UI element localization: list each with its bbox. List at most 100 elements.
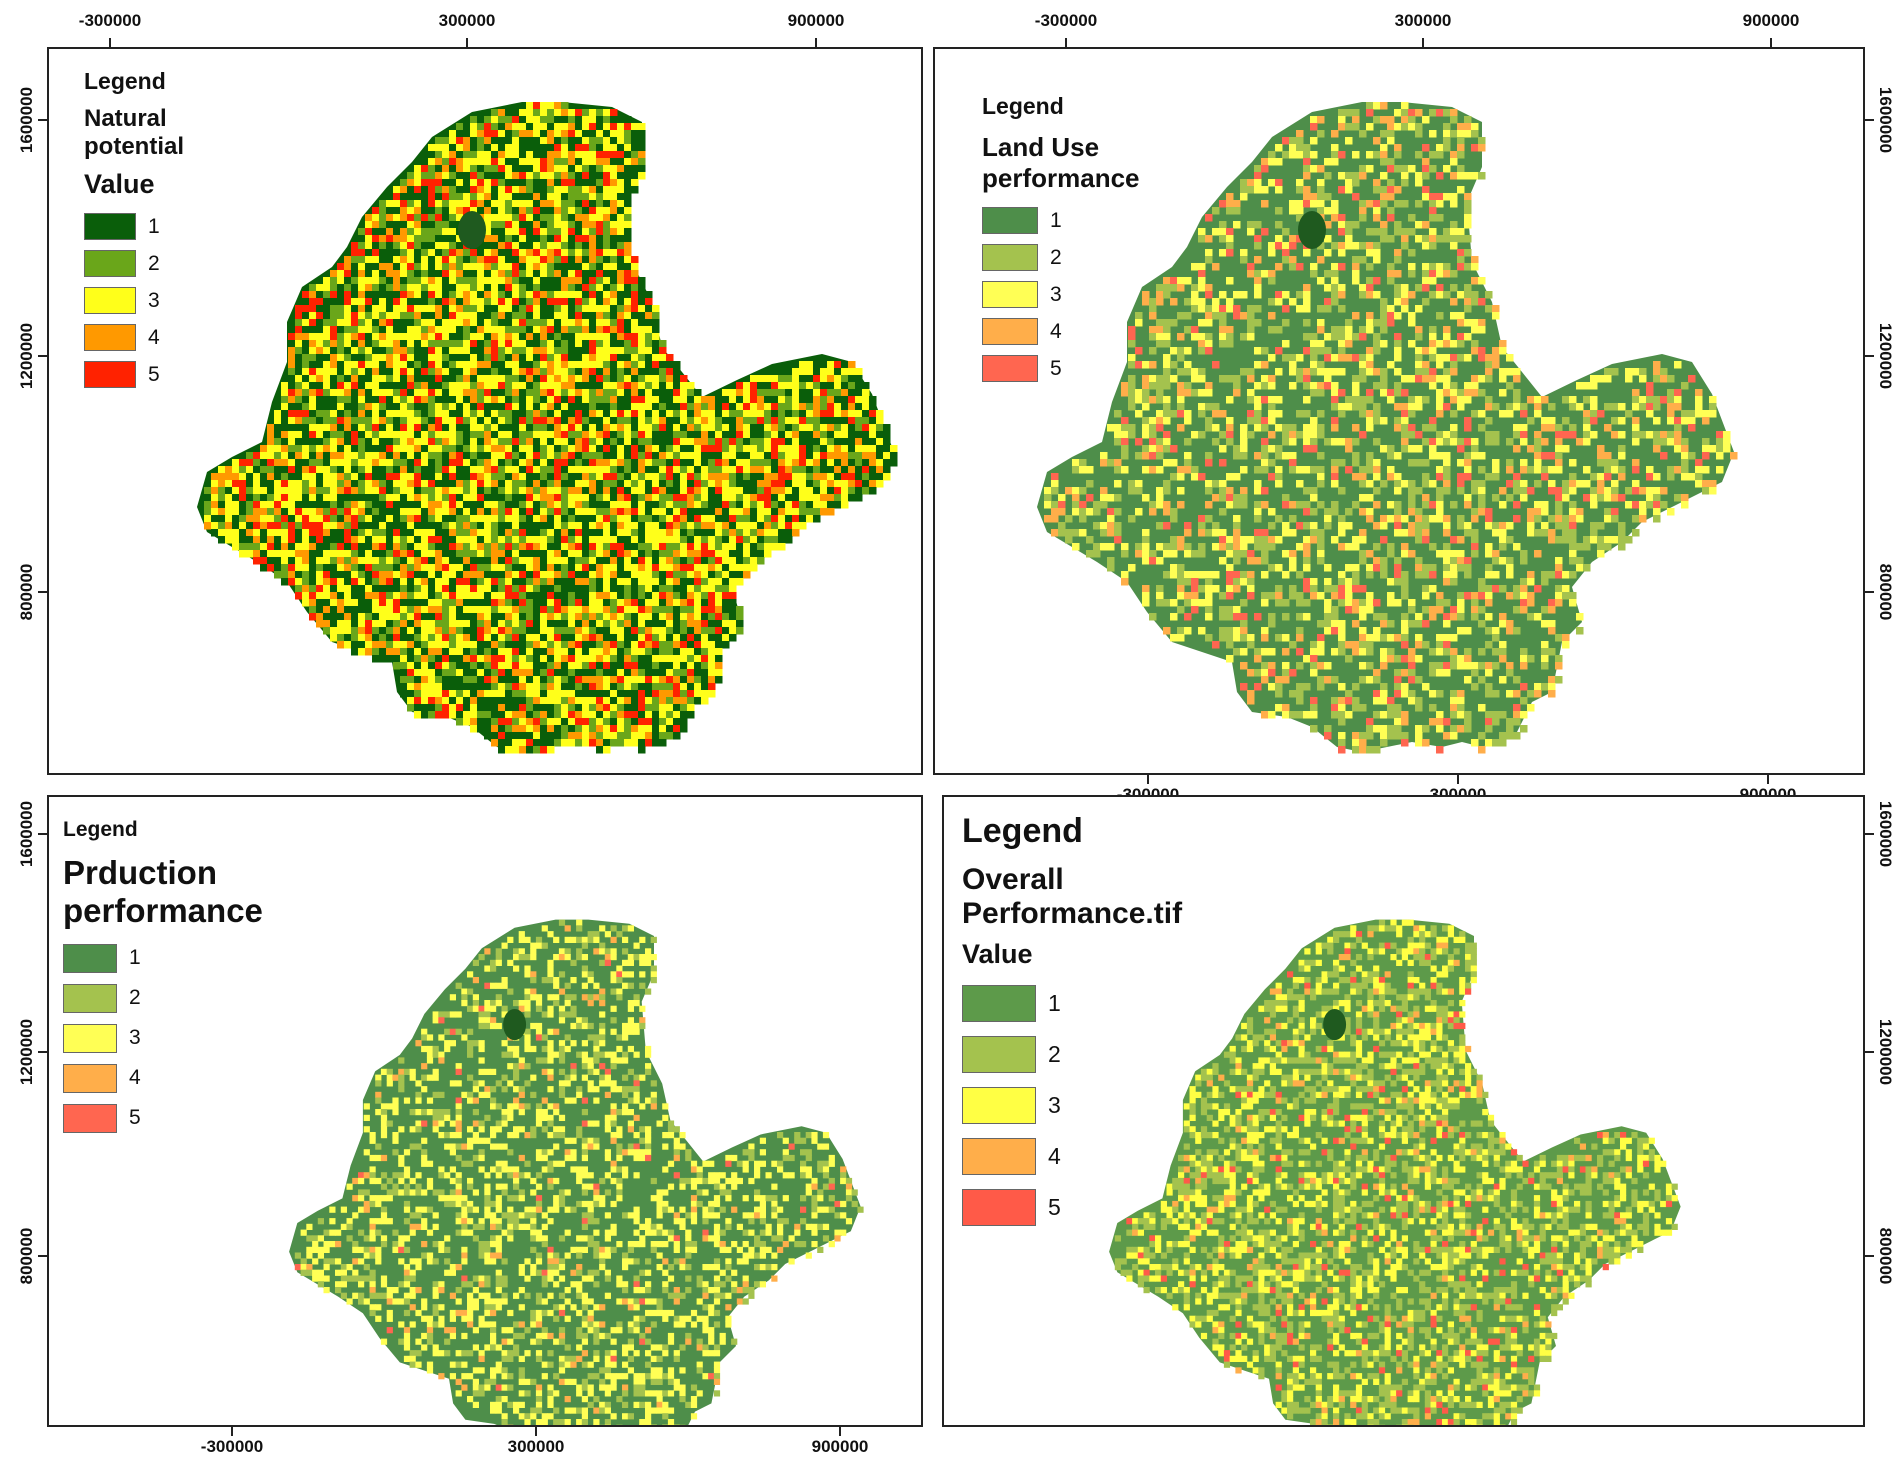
raster-cell bbox=[533, 193, 541, 201]
raster-cell bbox=[365, 438, 373, 446]
raster-cell bbox=[491, 305, 499, 313]
raster-cell bbox=[449, 151, 457, 159]
raster-cell bbox=[330, 536, 338, 544]
raster-cell bbox=[617, 151, 625, 159]
raster-cell bbox=[449, 144, 457, 152]
raster-cell bbox=[239, 480, 247, 488]
raster-cell bbox=[428, 550, 436, 558]
raster-cell bbox=[631, 151, 639, 159]
raster-cell bbox=[498, 144, 506, 152]
raster-cell bbox=[848, 424, 856, 432]
raster-cell bbox=[568, 410, 576, 418]
raster-cell bbox=[582, 144, 590, 152]
raster-cell bbox=[652, 543, 660, 551]
raster-cell bbox=[645, 564, 653, 572]
raster-cell bbox=[211, 515, 219, 523]
raster-cell bbox=[750, 550, 758, 558]
raster-cell bbox=[533, 466, 541, 474]
raster-cell bbox=[792, 403, 800, 411]
raster-cell bbox=[505, 445, 513, 453]
raster-cell bbox=[477, 172, 485, 180]
raster-cell bbox=[834, 438, 842, 446]
raster-cell bbox=[596, 298, 604, 306]
raster-cell bbox=[603, 130, 611, 138]
raster-cell bbox=[351, 424, 359, 432]
raster-cell bbox=[428, 543, 436, 551]
raster-cell bbox=[309, 487, 317, 495]
raster-cell bbox=[631, 466, 639, 474]
raster-cell bbox=[561, 123, 569, 131]
raster-cell bbox=[393, 298, 401, 306]
raster-cell bbox=[246, 515, 254, 523]
raster-cell bbox=[547, 641, 555, 649]
raster-cell bbox=[526, 172, 534, 180]
raster-cell bbox=[722, 620, 730, 628]
raster-cell bbox=[589, 648, 597, 656]
raster-cell bbox=[624, 557, 632, 565]
raster-cell bbox=[351, 396, 359, 404]
raster-cell bbox=[505, 242, 513, 250]
raster-cell bbox=[449, 620, 457, 628]
raster-cell bbox=[694, 620, 702, 628]
raster-cell bbox=[575, 137, 583, 145]
raster-cell bbox=[498, 382, 506, 390]
raster-cell bbox=[596, 172, 604, 180]
raster-cell bbox=[652, 508, 660, 516]
raster-cell bbox=[428, 193, 436, 201]
raster-cell bbox=[225, 522, 233, 530]
raster-cell bbox=[813, 417, 821, 425]
raster-cell bbox=[309, 571, 317, 579]
raster-cell bbox=[330, 375, 338, 383]
raster-cell bbox=[393, 550, 401, 558]
raster-cell bbox=[302, 424, 310, 432]
raster-cell bbox=[386, 277, 394, 285]
raster-cell bbox=[603, 424, 611, 432]
raster-cell bbox=[428, 669, 436, 677]
raster-cell bbox=[253, 487, 261, 495]
raster-cell bbox=[708, 627, 716, 635]
raster-cell bbox=[848, 417, 856, 425]
raster-cell bbox=[568, 613, 576, 621]
raster-cell bbox=[498, 431, 506, 439]
raster-cell bbox=[736, 508, 744, 516]
raster-cell bbox=[519, 515, 527, 523]
raster-cell bbox=[491, 466, 499, 474]
raster-cell bbox=[526, 396, 534, 404]
raster-cell bbox=[344, 403, 352, 411]
raster-cell bbox=[638, 627, 646, 635]
raster-cell bbox=[610, 641, 618, 649]
raster-cell bbox=[463, 200, 471, 208]
raster-cell bbox=[512, 438, 520, 446]
raster-cell bbox=[421, 277, 429, 285]
raster-cell bbox=[505, 592, 513, 600]
raster-cell bbox=[484, 620, 492, 628]
raster-cell bbox=[582, 256, 590, 264]
raster-cell bbox=[638, 578, 646, 586]
raster-cell bbox=[442, 501, 450, 509]
raster-cell bbox=[386, 494, 394, 502]
raster-cell bbox=[610, 480, 618, 488]
raster-cell bbox=[841, 480, 849, 488]
raster-cell bbox=[435, 284, 443, 292]
raster-cell bbox=[365, 249, 373, 257]
raster-cell bbox=[414, 522, 422, 530]
raster-cell bbox=[421, 214, 429, 222]
raster-cell bbox=[547, 417, 555, 425]
raster-cell bbox=[652, 361, 660, 369]
raster-cell bbox=[498, 305, 506, 313]
raster-cell bbox=[456, 620, 464, 628]
raster-cell bbox=[470, 403, 478, 411]
raster-cell bbox=[428, 466, 436, 474]
raster-cell bbox=[456, 578, 464, 586]
raster-cell bbox=[533, 137, 541, 145]
raster-cell bbox=[526, 487, 534, 495]
raster-cell bbox=[596, 144, 604, 152]
raster-cell bbox=[757, 403, 765, 411]
raster-cell bbox=[533, 683, 541, 691]
raster-cell bbox=[673, 410, 681, 418]
raster-cell bbox=[715, 459, 723, 467]
raster-cell bbox=[428, 431, 436, 439]
raster-cell bbox=[477, 151, 485, 159]
raster-cell bbox=[386, 249, 394, 257]
raster-cell bbox=[491, 144, 499, 152]
